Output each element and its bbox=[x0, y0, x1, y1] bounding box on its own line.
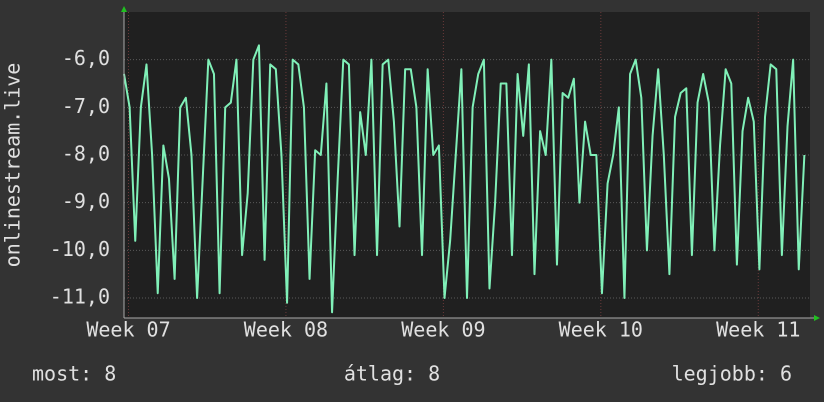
y-tick-label: -9,0 bbox=[62, 189, 110, 213]
footer-max: legjobb: 6 bbox=[672, 362, 792, 386]
footer-average: átlag: 8 bbox=[344, 362, 440, 386]
series-group bbox=[123, 44, 806, 314]
y-axis-arrow bbox=[121, 6, 127, 12]
y-axis-title: onlinestream.live bbox=[1, 63, 25, 268]
x-tick-label: Week 07 bbox=[86, 318, 170, 342]
x-tick-label: Week 08 bbox=[244, 318, 328, 342]
x-tick-label: Week 10 bbox=[559, 318, 643, 342]
y-tick-label: -7,0 bbox=[62, 94, 110, 118]
footer-current: most: 8 bbox=[32, 362, 116, 386]
y-tick-label: -11,0 bbox=[50, 284, 110, 308]
x-tick-label: Week 09 bbox=[401, 318, 485, 342]
y-tick-label: -6,0 bbox=[62, 46, 110, 70]
x-axis-arrow bbox=[814, 315, 820, 321]
y-tick-label: -8,0 bbox=[62, 141, 110, 165]
y-tick-label: -10,0 bbox=[50, 237, 110, 261]
series-line bbox=[123, 44, 806, 314]
x-tick-label: Week 11 bbox=[716, 318, 800, 342]
